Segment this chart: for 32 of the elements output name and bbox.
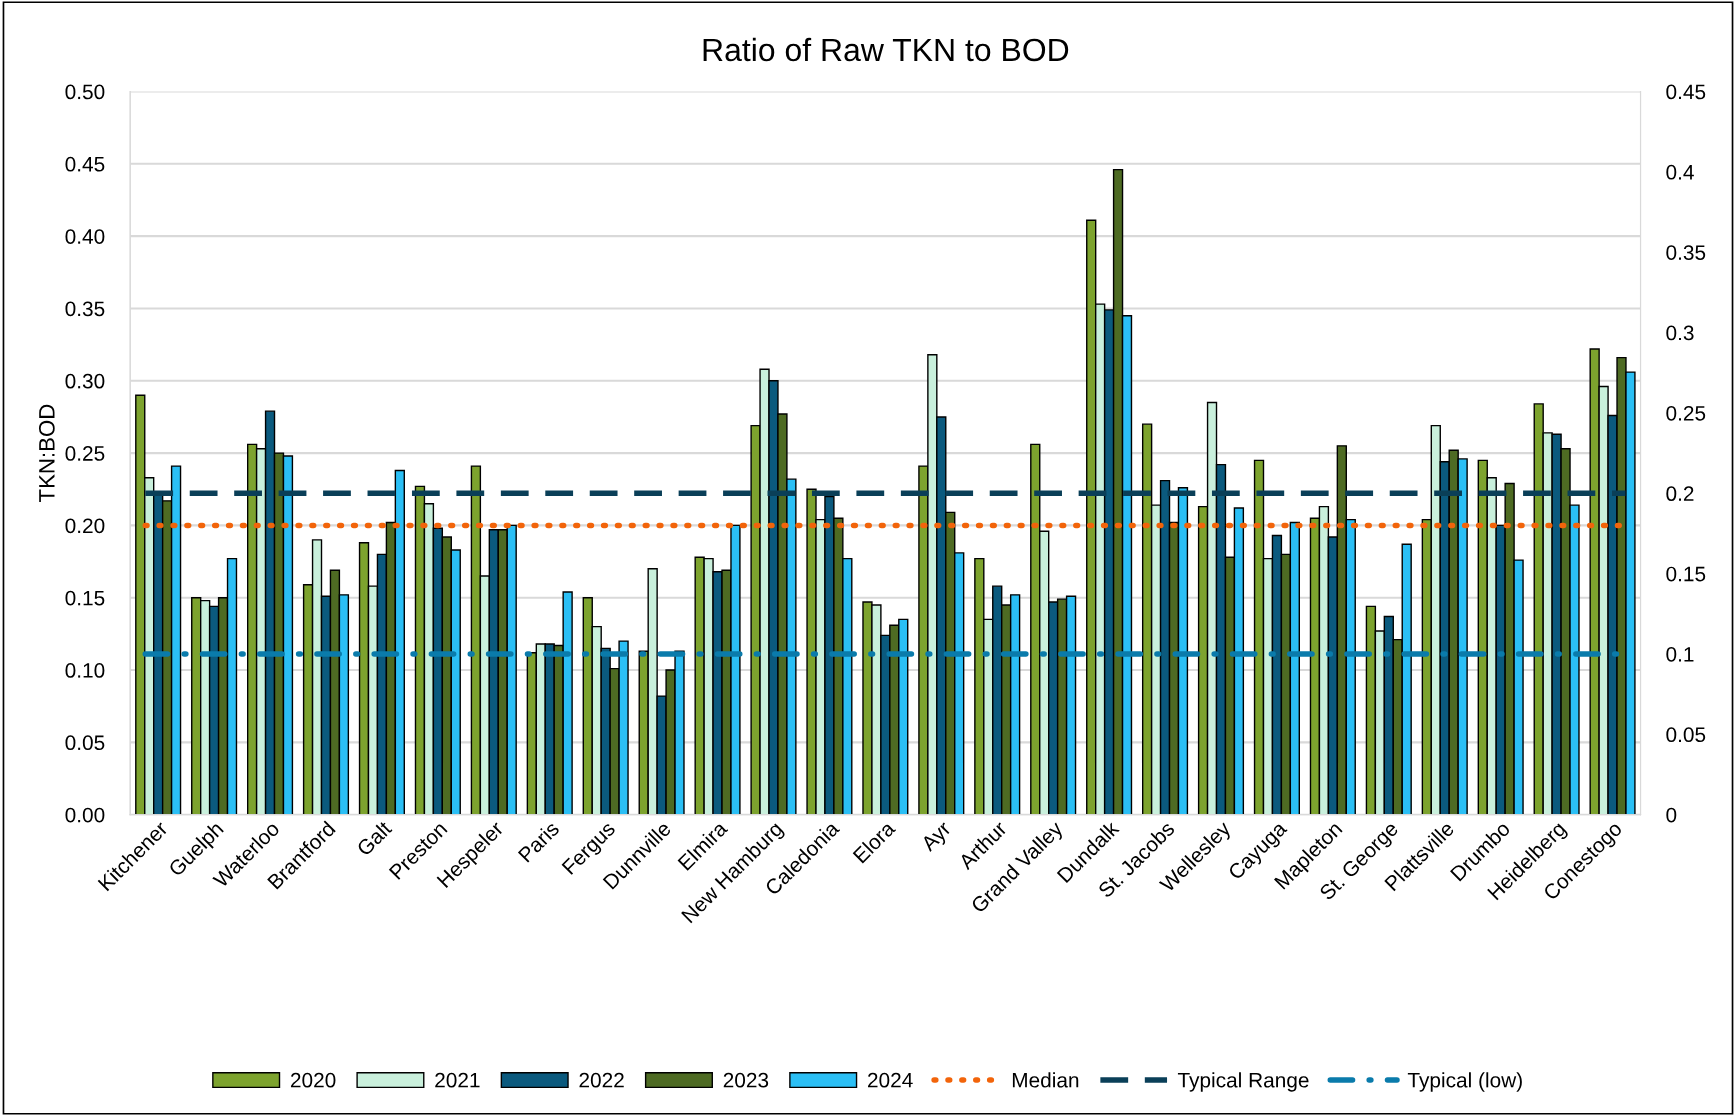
y2-tick-label: 0.05 bbox=[1666, 727, 1706, 743]
y-tick-label: 0.40 bbox=[65, 229, 105, 244]
legend-label: 2022 bbox=[579, 1072, 624, 1088]
y2-tick-label: 0.15 bbox=[1666, 566, 1706, 582]
x-tick-label: Ayr bbox=[920, 820, 955, 856]
y-tick-label: 0.05 bbox=[65, 735, 105, 751]
legend-label: 2020 bbox=[290, 1072, 336, 1088]
y-tick-label: 0.00 bbox=[65, 807, 105, 823]
y2-tick-label: 0.45 bbox=[1666, 84, 1706, 100]
y2-tick-label: 0.35 bbox=[1666, 245, 1706, 260]
y-tick-label: 0.45 bbox=[65, 156, 105, 172]
y2-tick-label: 0.25 bbox=[1666, 405, 1706, 421]
y-axis-title: TKN:BOD bbox=[38, 404, 55, 502]
y2-tick-label: 0 bbox=[1666, 807, 1677, 823]
legend-label: 2023 bbox=[723, 1072, 769, 1088]
chart-title: Ratio of Raw TKN to BOD bbox=[703, 37, 1069, 62]
y-tick-label: 0.50 bbox=[65, 84, 105, 100]
y2-tick-label: 0.1 bbox=[1666, 646, 1694, 662]
y-tick-label: 0.20 bbox=[65, 518, 105, 534]
y-tick-label: 0.30 bbox=[65, 373, 105, 389]
legend-label: Median bbox=[1012, 1072, 1079, 1088]
legend-label: Typical (low) bbox=[1407, 1072, 1522, 1092]
y-tick-label: 0.15 bbox=[65, 590, 105, 606]
legend-label: 2021 bbox=[435, 1072, 480, 1088]
y2-tick-label: 0.4 bbox=[1666, 164, 1694, 180]
y-tick-label: 0.35 bbox=[65, 301, 105, 317]
y2-tick-label: 0.3 bbox=[1666, 325, 1694, 341]
legend-label: 2024 bbox=[868, 1072, 913, 1088]
y-tick-label: 0.10 bbox=[65, 663, 105, 678]
legend-label: Typical Range bbox=[1177, 1072, 1309, 1092]
y2-tick-label: 0.2 bbox=[1666, 486, 1694, 502]
y-tick-label: 0.25 bbox=[65, 446, 105, 461]
